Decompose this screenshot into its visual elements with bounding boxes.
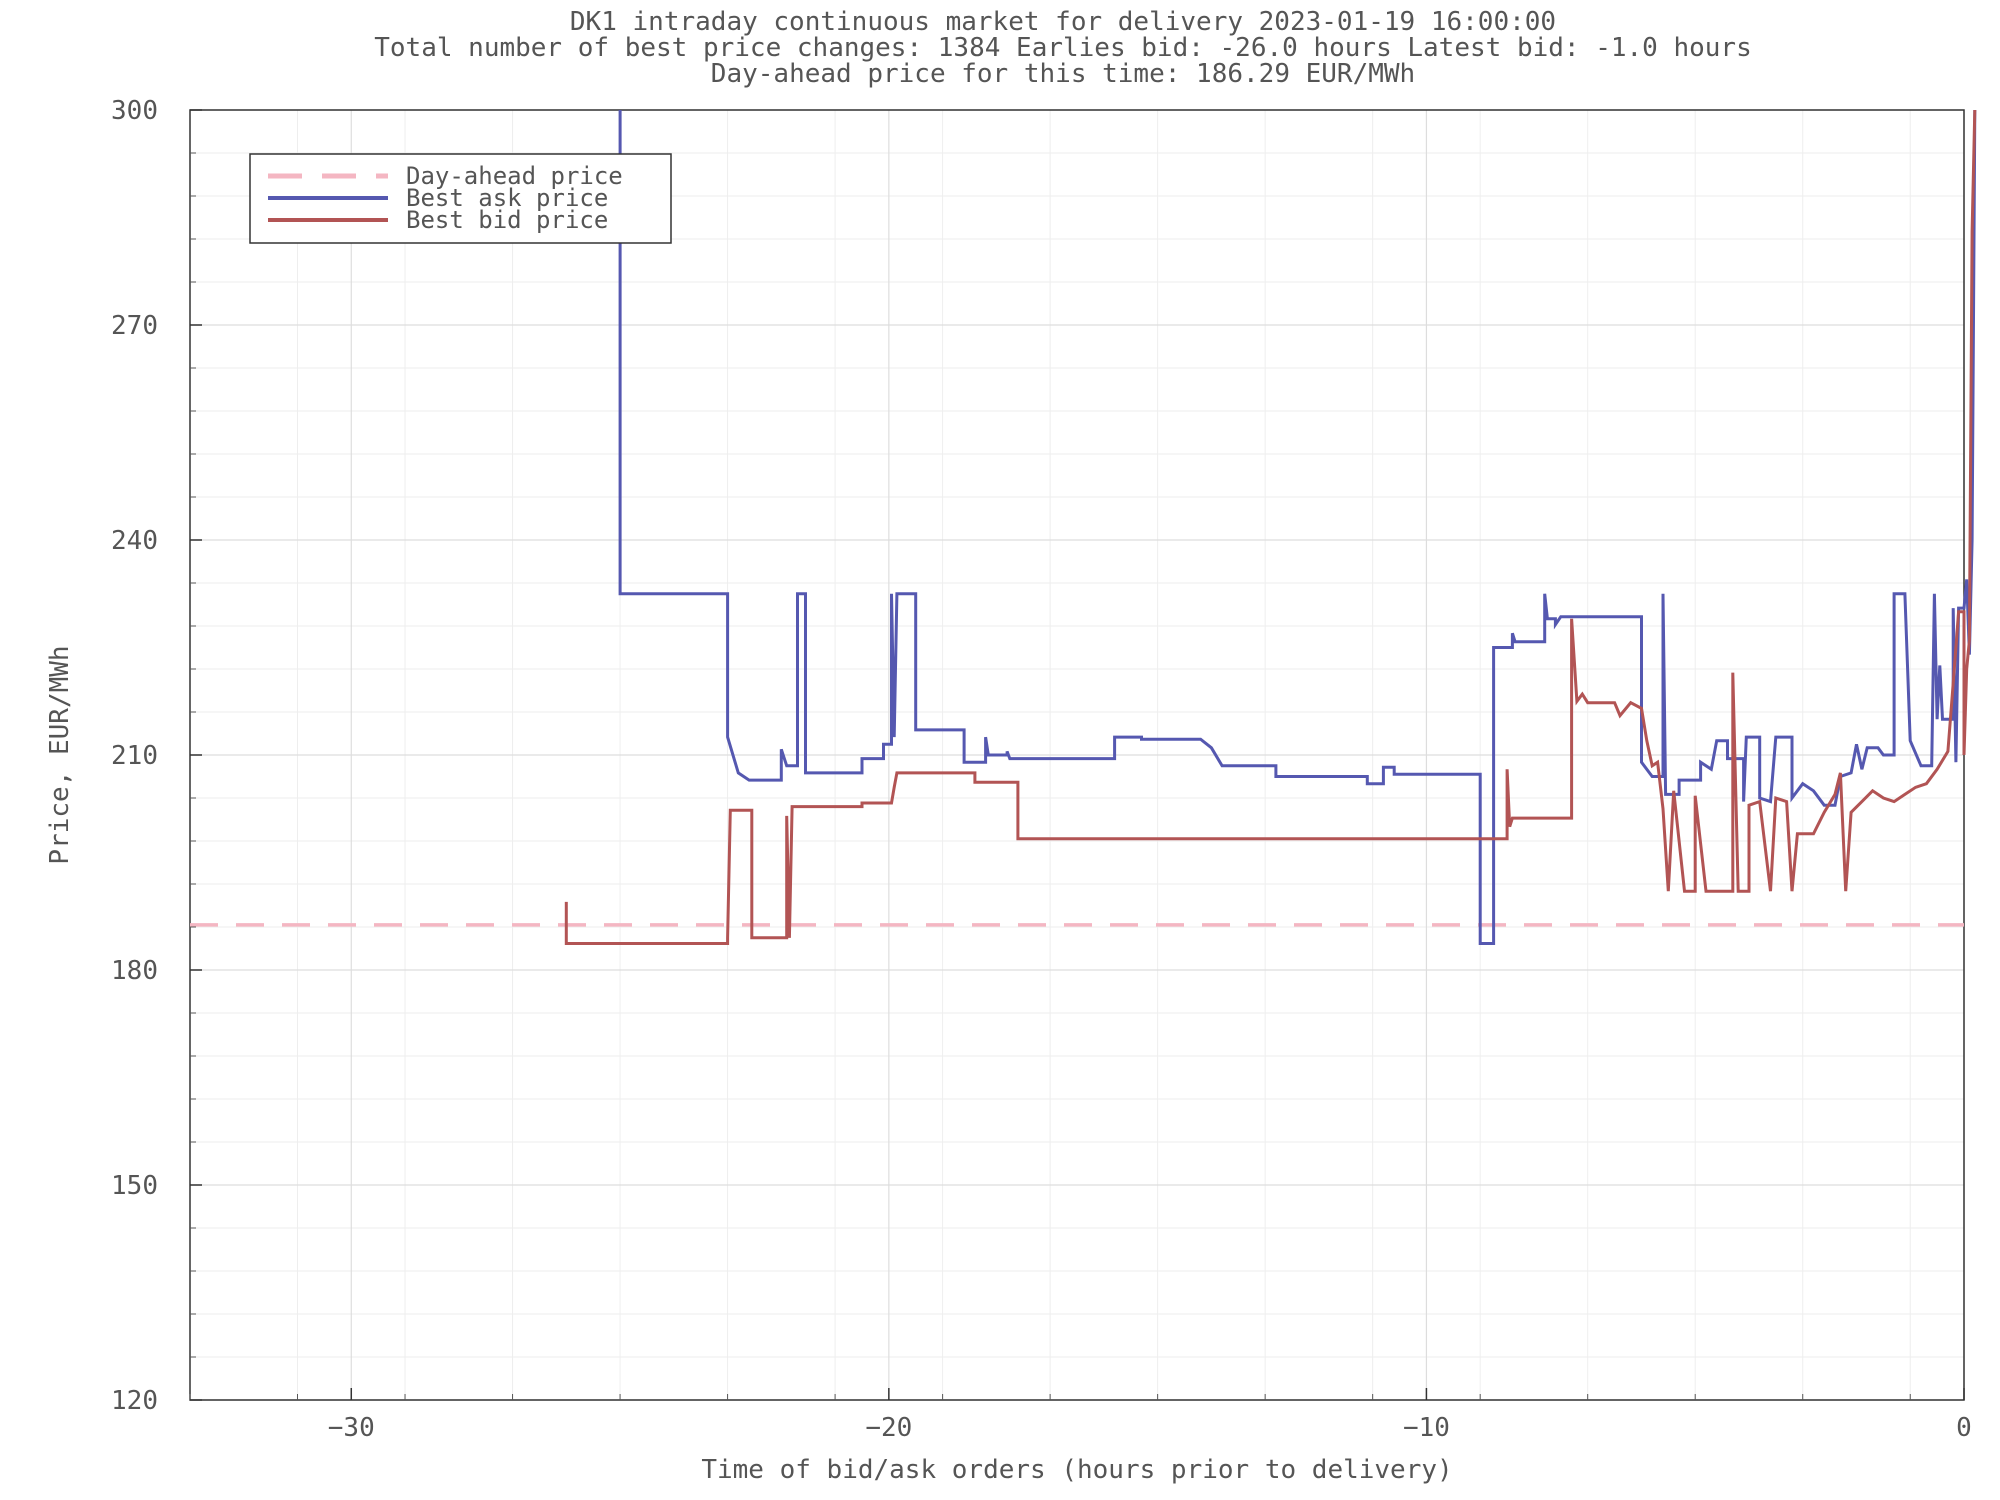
y-tick-label: 150 — [111, 1171, 158, 1201]
series-best-ask-price — [618, 109, 1977, 945]
grid-lines — [189, 109, 1965, 1401]
x-tick-label: −20 — [865, 1413, 912, 1443]
y-tick-label: 270 — [111, 311, 158, 341]
x-axis-label: Time of bid/ask orders (hours prior to d… — [701, 1455, 1452, 1485]
y-axis-label: Price, EUR/MWh — [45, 645, 75, 864]
title-line-1: DK1 intraday continuous market for deliv… — [570, 7, 1556, 37]
x-tick-label: −30 — [328, 1413, 375, 1443]
series-best-bid-price — [564, 109, 1977, 945]
legend-label-day-ahead: Day-ahead price — [406, 162, 623, 190]
chart-title: DK1 intraday continuous market for deliv… — [374, 7, 1752, 89]
legend-label-best-bid: Best bid price — [406, 206, 608, 234]
y-tick-label: 120 — [111, 1386, 158, 1416]
legend-label-best-ask: Best ask price — [406, 184, 608, 212]
title-line-2: Total number of best price changes: 1384… — [374, 33, 1752, 63]
x-tick-label: −10 — [1403, 1413, 1450, 1443]
y-axis-ticks: 120 150 180 210 240 270 300 — [111, 96, 202, 1416]
series-lines — [190, 109, 1977, 945]
legend-box — [249, 153, 672, 244]
legend: Day-ahead price Best ask price Best bid … — [249, 153, 672, 244]
y-tick-label: 240 — [111, 526, 158, 556]
x-axis-ticks: −30 −20 −10 0 — [189, 1388, 1972, 1443]
y-tick-label: 300 — [111, 96, 158, 126]
x-tick-label: 0 — [1956, 1413, 1972, 1443]
y-tick-label: 210 — [111, 741, 158, 771]
y-tick-label: 180 — [111, 956, 158, 986]
title-line-3: Day-ahead price for this time: 186.29 EU… — [711, 59, 1415, 89]
